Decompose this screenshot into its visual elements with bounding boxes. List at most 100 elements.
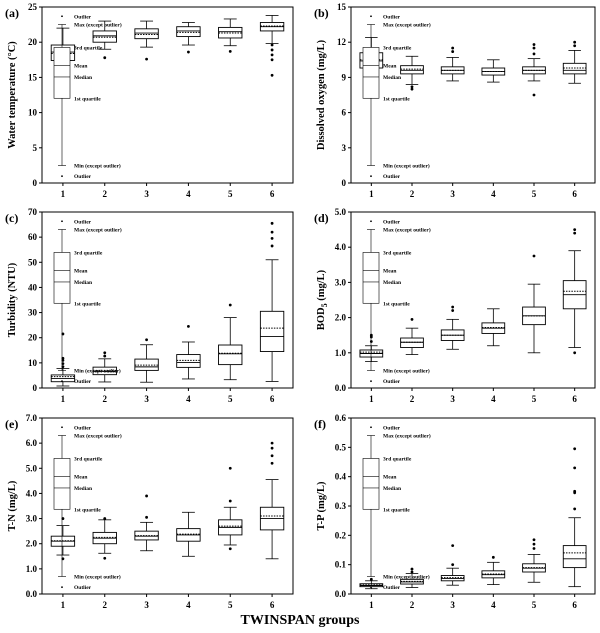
box-group-1 bbox=[50, 517, 76, 561]
legend-box bbox=[362, 252, 380, 304]
y-tick-label: 5.0 bbox=[335, 207, 347, 217]
x-tick-label: 1 bbox=[369, 600, 374, 610]
legend-median-label: Median bbox=[383, 486, 401, 492]
x-tick-label: 5 bbox=[228, 394, 233, 404]
y-axis-title: Dissolved oxygen (mg/L) bbox=[316, 39, 327, 150]
legend-max-label: Max (except outlier) bbox=[383, 226, 431, 233]
legend-min-label: Min (except outlier) bbox=[74, 574, 121, 581]
legend-min-label: Min (except outlier) bbox=[74, 163, 121, 170]
box-iqr bbox=[400, 337, 424, 348]
x-tick-label: 2 bbox=[410, 189, 415, 199]
outlier-point bbox=[270, 53, 274, 57]
outlier-point bbox=[573, 466, 577, 470]
legend-box bbox=[53, 47, 71, 99]
x-tick-label: 6 bbox=[572, 189, 577, 199]
y-tick-label: 1.0 bbox=[335, 348, 347, 358]
legend-first-quartile-label: 1st quartile bbox=[383, 301, 410, 307]
legend-outlier-point bbox=[61, 175, 63, 178]
y-axis-title: Water temperature (°C) bbox=[7, 41, 18, 149]
x-tick-label: 5 bbox=[532, 600, 537, 610]
outlier-point bbox=[410, 567, 414, 571]
y-tick-label: 5 bbox=[33, 143, 38, 153]
outlier-point bbox=[532, 52, 536, 56]
x-tick-label: 2 bbox=[410, 600, 415, 610]
x-tick-label: 4 bbox=[186, 394, 191, 404]
box-group-4 bbox=[481, 555, 506, 586]
box-group-4 bbox=[176, 511, 201, 557]
legend-outlier-point bbox=[61, 220, 63, 223]
y-tick-label: 10 bbox=[28, 358, 38, 368]
legend-outlier-point bbox=[370, 220, 372, 223]
legend-third-quartile-label: 3rd quartile bbox=[74, 45, 103, 51]
box-group-4 bbox=[176, 325, 201, 380]
x-tick-label: 2 bbox=[103, 189, 108, 199]
x-tick-label: 3 bbox=[450, 394, 455, 404]
legend-third-quartile-label: 3rd quartile bbox=[383, 45, 412, 51]
box-group-6 bbox=[259, 441, 285, 560]
legend-first-quartile-label: 1st quartile bbox=[74, 301, 101, 307]
outlier-point bbox=[187, 325, 190, 328]
y-tick-label: 15 bbox=[28, 72, 38, 82]
outlier-point bbox=[228, 547, 232, 551]
legend-third-quartile-label: 3rd quartile bbox=[383, 456, 412, 462]
panel-f: (f) 0.0 0.1 0.2 0.3 0.4 0.5 0.6 1 2 3 4 5 6 T-P (mg/L)… bbox=[314, 413, 596, 610]
legend-outlier-point bbox=[61, 15, 63, 18]
outlier-point bbox=[270, 461, 274, 465]
legend-outlier-point bbox=[370, 175, 372, 178]
box-group-2 bbox=[92, 20, 117, 60]
box-group-6 bbox=[562, 228, 587, 355]
x-tick-label: 2 bbox=[103, 600, 108, 610]
legend-mean-label: Mean bbox=[383, 268, 396, 274]
y-tick-label: 0.2 bbox=[335, 530, 347, 540]
legend-first-quartile-label: 1st quartile bbox=[74, 507, 101, 513]
legend-max-label: Max (except outlier) bbox=[74, 432, 122, 439]
outlier-point bbox=[369, 577, 373, 581]
y-axis-title: Turbidity (NTU) bbox=[7, 262, 18, 337]
box-group-2 bbox=[92, 351, 117, 383]
outlier-point bbox=[270, 48, 274, 52]
legend-box bbox=[53, 458, 71, 510]
y-tick-label: 1.0 bbox=[26, 564, 38, 574]
y-tick-label: 5.0 bbox=[26, 463, 38, 473]
legend-min-label: Min (except outlier) bbox=[383, 163, 430, 170]
x-axis-title: TWINSPAN groups bbox=[241, 613, 360, 628]
box-group-5 bbox=[218, 466, 243, 551]
box-iqr bbox=[562, 545, 587, 569]
outlier-point bbox=[270, 244, 274, 248]
outlier-point bbox=[228, 466, 232, 470]
legend-outlier-label: Outlier bbox=[74, 14, 92, 20]
y-tick-label: 0 bbox=[342, 178, 347, 188]
y-tick-label: 7.0 bbox=[26, 413, 38, 423]
outlier-point bbox=[410, 317, 414, 321]
x-tick-label: 1 bbox=[369, 189, 374, 199]
legend-first-quartile-label: 1st quartile bbox=[383, 507, 410, 513]
y-tick-label: 50 bbox=[28, 257, 38, 267]
legend-outlier-label: Outlier bbox=[74, 425, 92, 431]
outlier-point bbox=[270, 454, 274, 458]
box-iqr bbox=[176, 354, 201, 368]
outlier-point bbox=[451, 305, 455, 309]
panel-e: (e) 0.0 1.0 2.0 3.0 4.0 5.0 6.0 7.0 1 2 3 4 5 6 T-N (mg… bbox=[5, 413, 294, 610]
legend-mean-label: Mean bbox=[74, 63, 87, 69]
legend-min-label: Min (except outlier) bbox=[383, 368, 430, 375]
legend-third-quartile-label: 3rd quartile bbox=[74, 250, 103, 256]
legend-box bbox=[53, 252, 71, 304]
x-tick-label: 2 bbox=[410, 394, 415, 404]
legend-outlier-label: Outlier bbox=[383, 174, 401, 180]
x-tick-label: 6 bbox=[572, 394, 577, 404]
x-tick-label: 5 bbox=[532, 189, 537, 199]
outlier-point bbox=[270, 230, 274, 234]
legend-mean-label: Mean bbox=[383, 474, 396, 480]
outlier-point bbox=[451, 309, 455, 312]
outlier-point bbox=[228, 49, 232, 53]
box-group-2 bbox=[400, 55, 424, 91]
box-iqr bbox=[400, 65, 424, 75]
y-tick-label: 70 bbox=[28, 207, 38, 217]
outlier-point bbox=[270, 43, 274, 47]
y-tick-label: 0.0 bbox=[335, 383, 347, 393]
legend-outlier-label: Outlier bbox=[74, 585, 92, 591]
legend-box bbox=[362, 458, 380, 510]
box-group-5 bbox=[522, 43, 546, 97]
box-group-3 bbox=[134, 494, 159, 552]
outlier-point bbox=[532, 538, 536, 542]
